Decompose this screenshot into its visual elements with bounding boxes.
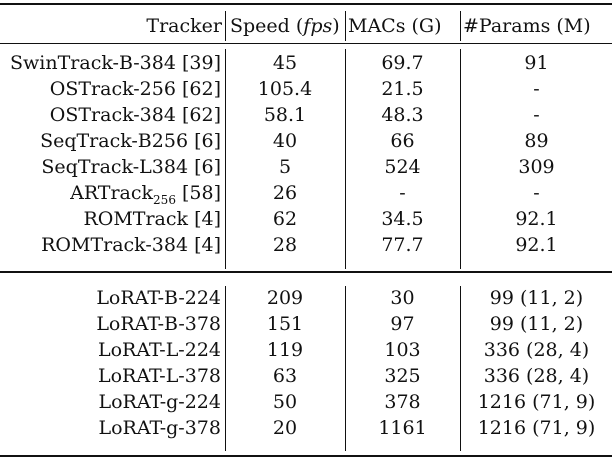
params-value: - xyxy=(533,104,540,126)
tracker-name: LoRAT-g-378 xyxy=(98,417,221,439)
speed-value: 105.4 xyxy=(257,78,313,100)
tracker-name: SeqTrack-B256 [6] xyxy=(40,130,221,152)
params-value: 336 (28, 4) xyxy=(483,339,590,361)
params-value: 1216 (71, 9) xyxy=(477,391,596,413)
tracker-name: ROMTrack [4] xyxy=(83,208,221,230)
macs-value: 77.7 xyxy=(381,234,424,256)
header-tracker: Tracker xyxy=(146,15,222,37)
table-row: SeqTrack-L384 [6] 5 524 309 xyxy=(0,154,612,180)
macs-value: 69.7 xyxy=(381,52,424,74)
table-row: LoRAT-g-224 50 378 1216 (71, 9) xyxy=(0,389,612,415)
column-separator xyxy=(225,286,226,451)
speed-value: 119 xyxy=(266,339,304,361)
speed-value: 45 xyxy=(272,52,298,74)
speed-value: 28 xyxy=(272,234,298,256)
macs-value: 1161 xyxy=(378,417,427,439)
column-separator xyxy=(345,286,346,451)
table-row: OSTrack-256 [62] 105.4 21.5 - xyxy=(0,76,612,102)
tracker-name: SeqTrack-L384 [6] xyxy=(41,156,221,178)
column-separator xyxy=(460,11,461,41)
column-separator xyxy=(460,49,461,269)
macs-value: 34.5 xyxy=(381,208,424,230)
table-row: ROMTrack-384 [4] 28 77.7 92.1 xyxy=(0,232,612,258)
table-row: SeqTrack-B256 [6] 40 66 89 xyxy=(0,128,612,154)
column-separator xyxy=(460,286,461,451)
speed-value: 40 xyxy=(272,130,298,152)
params-value: 92.1 xyxy=(515,234,558,256)
table-row: LoRAT-g-378 20 1161 1216 (71, 9) xyxy=(0,415,612,441)
header-speed-unit: fps xyxy=(303,15,333,37)
header-macs: MACs (G) xyxy=(348,15,442,37)
tracker-name: OSTrack-256 [62] xyxy=(49,78,221,100)
speed-value: 62 xyxy=(272,208,298,230)
params-value: - xyxy=(533,182,540,204)
table-row: LoRAT-L-378 63 325 336 (28, 4) xyxy=(0,363,612,389)
speed-value: 20 xyxy=(272,417,298,439)
macs-value: 30 xyxy=(390,287,415,309)
params-value: 336 (28, 4) xyxy=(483,365,590,387)
tracker-name: ROMTrack-384 [4] xyxy=(41,234,221,256)
params-value: 1216 (71, 9) xyxy=(477,417,596,439)
speed-value: 151 xyxy=(266,313,304,335)
tracker-name: LoRAT-L-378 xyxy=(98,365,221,387)
macs-value: 97 xyxy=(390,313,415,335)
group-rule xyxy=(0,271,612,273)
tracker-name: SwinTrack-B-384 [39] xyxy=(10,52,221,74)
speed-value: 63 xyxy=(272,365,298,387)
params-value: 91 xyxy=(524,52,549,74)
params-value: 99 (11, 2) xyxy=(489,313,584,335)
header-params: #Params (M) xyxy=(463,15,591,37)
macs-value: 48.3 xyxy=(381,104,424,126)
table-row: LoRAT-B-224 209 30 99 (11, 2) xyxy=(0,285,612,311)
tracker-citation: [58] xyxy=(175,182,221,204)
params-value: 92.1 xyxy=(515,208,558,230)
speed-value: 50 xyxy=(272,391,298,413)
speed-value: 58.1 xyxy=(263,104,307,126)
tracker-name: LoRAT-B-224 xyxy=(96,287,221,309)
tracker-name: OSTrack-384 [62] xyxy=(49,104,221,126)
speed-value: 26 xyxy=(272,182,298,204)
speed-value: 209 xyxy=(266,287,304,309)
macs-value: 524 xyxy=(384,156,421,178)
macs-value: - xyxy=(399,182,406,204)
table-row: ARTrack256 [58] 26 - - xyxy=(0,180,612,206)
macs-value: 21.5 xyxy=(381,78,424,100)
params-value: 89 xyxy=(524,130,549,152)
params-value: 309 xyxy=(518,156,555,178)
params-value: 99 (11, 2) xyxy=(489,287,584,309)
table-row: ROMTrack [4] 62 34.5 92.1 xyxy=(0,206,612,232)
macs-value: 66 xyxy=(390,130,415,152)
table-row: SwinTrack-B-384 [39] 45 69.7 91 xyxy=(0,50,612,76)
column-separator xyxy=(345,11,346,41)
tracker-name: LoRAT-B-378 xyxy=(96,313,221,335)
params-value: - xyxy=(533,78,540,100)
tracker-name-subscript: 256 xyxy=(153,192,176,207)
header-rule xyxy=(0,43,612,44)
column-separator xyxy=(225,11,226,41)
tracker-name-base: ARTrack xyxy=(70,182,154,204)
header-row: Tracker Speed (fps) MACs (G) #Params (M) xyxy=(0,13,612,39)
macs-value: 103 xyxy=(384,339,421,361)
header-speed: Speed (fps) xyxy=(228,13,346,39)
table-row: LoRAT-B-378 151 97 99 (11, 2) xyxy=(0,311,612,337)
tracker-name: LoRAT-g-224 xyxy=(98,391,221,413)
table-row: LoRAT-L-224 119 103 336 (28, 4) xyxy=(0,337,612,363)
tracker-name: ARTrack256 [58] xyxy=(0,180,221,206)
macs-value: 378 xyxy=(384,391,421,413)
top-rule xyxy=(0,3,612,5)
speed-value: 5 xyxy=(278,156,292,178)
bottom-rule xyxy=(0,455,612,457)
macs-value: 325 xyxy=(384,365,421,387)
column-separator xyxy=(225,49,226,269)
header-speed-prefix: Speed ( xyxy=(230,15,304,37)
header-speed-suffix: ) xyxy=(332,15,340,37)
table-row: OSTrack-384 [62] 58.1 48.3 - xyxy=(0,102,612,128)
column-separator xyxy=(345,49,346,269)
tracker-name: LoRAT-L-224 xyxy=(98,339,221,361)
